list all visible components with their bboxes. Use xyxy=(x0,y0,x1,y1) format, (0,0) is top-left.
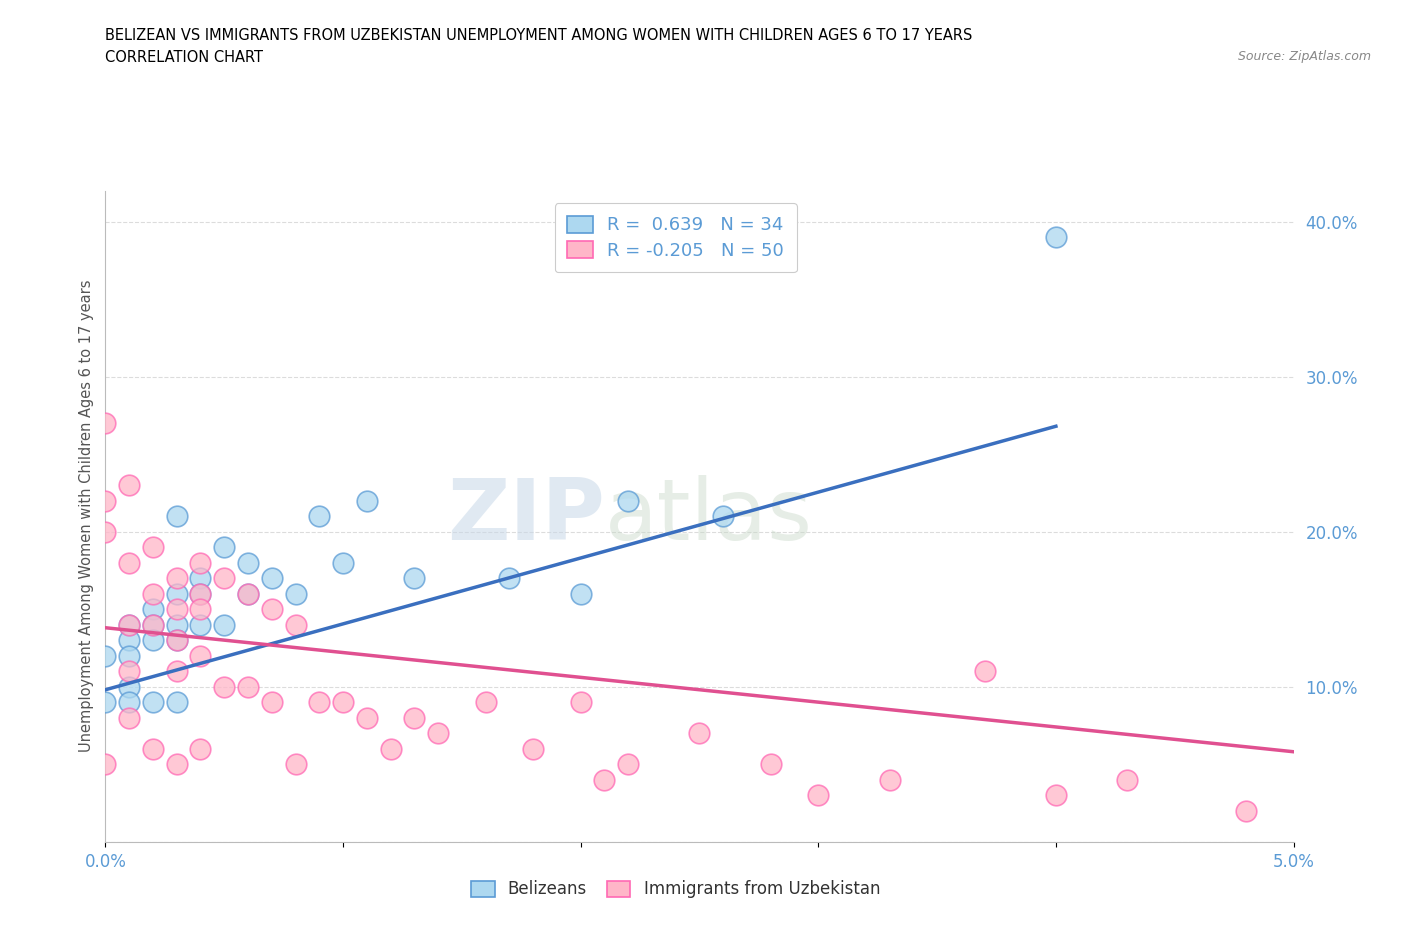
Point xyxy=(711,509,734,524)
Point xyxy=(522,741,544,756)
Point xyxy=(380,741,402,756)
Point xyxy=(260,695,283,710)
Point xyxy=(498,571,520,586)
Point xyxy=(759,757,782,772)
Point xyxy=(973,664,995,679)
Point xyxy=(94,416,117,431)
Text: BELIZEAN VS IMMIGRANTS FROM UZBEKISTAN UNEMPLOYMENT AMONG WOMEN WITH CHILDREN AG: BELIZEAN VS IMMIGRANTS FROM UZBEKISTAN U… xyxy=(105,28,973,43)
Point xyxy=(1045,230,1067,245)
Point xyxy=(190,648,212,663)
Point xyxy=(142,618,165,632)
Point xyxy=(332,555,354,570)
Point xyxy=(166,757,188,772)
Text: CORRELATION CHART: CORRELATION CHART xyxy=(105,50,263,65)
Point xyxy=(166,602,188,617)
Point xyxy=(427,725,450,740)
Point xyxy=(118,555,141,570)
Point xyxy=(807,788,830,803)
Point xyxy=(284,757,307,772)
Point xyxy=(190,741,212,756)
Point xyxy=(404,711,426,725)
Point xyxy=(142,695,165,710)
Text: atlas: atlas xyxy=(605,474,813,558)
Point xyxy=(118,632,141,647)
Point xyxy=(1234,804,1257,818)
Point xyxy=(142,632,165,647)
Point xyxy=(142,586,165,601)
Point xyxy=(214,679,236,694)
Point xyxy=(166,618,188,632)
Point xyxy=(94,757,117,772)
Point xyxy=(1045,788,1067,803)
Point xyxy=(118,478,141,493)
Point xyxy=(166,664,188,679)
Point xyxy=(142,618,165,632)
Point xyxy=(236,555,259,570)
Point xyxy=(236,679,259,694)
Point xyxy=(236,586,259,601)
Point xyxy=(118,711,141,725)
Point xyxy=(190,602,212,617)
Point xyxy=(284,586,307,601)
Point xyxy=(308,509,330,524)
Point xyxy=(356,711,378,725)
Point xyxy=(94,493,117,508)
Point xyxy=(118,679,141,694)
Text: ZIP: ZIP xyxy=(447,474,605,558)
Point xyxy=(118,664,141,679)
Legend: Belizeans, Immigrants from Uzbekistan: Belizeans, Immigrants from Uzbekistan xyxy=(461,870,890,909)
Point xyxy=(332,695,354,710)
Y-axis label: Unemployment Among Women with Children Ages 6 to 17 years: Unemployment Among Women with Children A… xyxy=(79,280,94,752)
Point xyxy=(689,725,711,740)
Point xyxy=(94,648,117,663)
Point xyxy=(190,555,212,570)
Point xyxy=(236,586,259,601)
Point xyxy=(1116,772,1139,787)
Point xyxy=(214,618,236,632)
Point xyxy=(308,695,330,710)
Point xyxy=(214,571,236,586)
Point xyxy=(617,493,640,508)
Point xyxy=(284,618,307,632)
Point xyxy=(118,695,141,710)
Point xyxy=(166,632,188,647)
Point xyxy=(166,695,188,710)
Point xyxy=(142,741,165,756)
Point xyxy=(118,618,141,632)
Point xyxy=(190,571,212,586)
Point xyxy=(190,586,212,601)
Point xyxy=(214,539,236,554)
Point xyxy=(118,648,141,663)
Text: Source: ZipAtlas.com: Source: ZipAtlas.com xyxy=(1237,50,1371,63)
Point xyxy=(142,539,165,554)
Point xyxy=(94,695,117,710)
Point xyxy=(569,586,592,601)
Point xyxy=(166,509,188,524)
Point xyxy=(166,571,188,586)
Point xyxy=(260,571,283,586)
Point xyxy=(94,525,117,539)
Point xyxy=(569,695,592,710)
Point xyxy=(404,571,426,586)
Point xyxy=(166,586,188,601)
Point xyxy=(260,602,283,617)
Point xyxy=(474,695,496,710)
Point xyxy=(190,586,212,601)
Point xyxy=(118,618,141,632)
Point xyxy=(166,632,188,647)
Point xyxy=(356,493,378,508)
Point xyxy=(617,757,640,772)
Point xyxy=(593,772,616,787)
Point xyxy=(879,772,901,787)
Point xyxy=(142,602,165,617)
Point xyxy=(190,618,212,632)
